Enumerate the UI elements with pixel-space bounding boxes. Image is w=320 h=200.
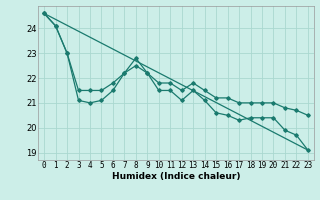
X-axis label: Humidex (Indice chaleur): Humidex (Indice chaleur) bbox=[112, 172, 240, 181]
